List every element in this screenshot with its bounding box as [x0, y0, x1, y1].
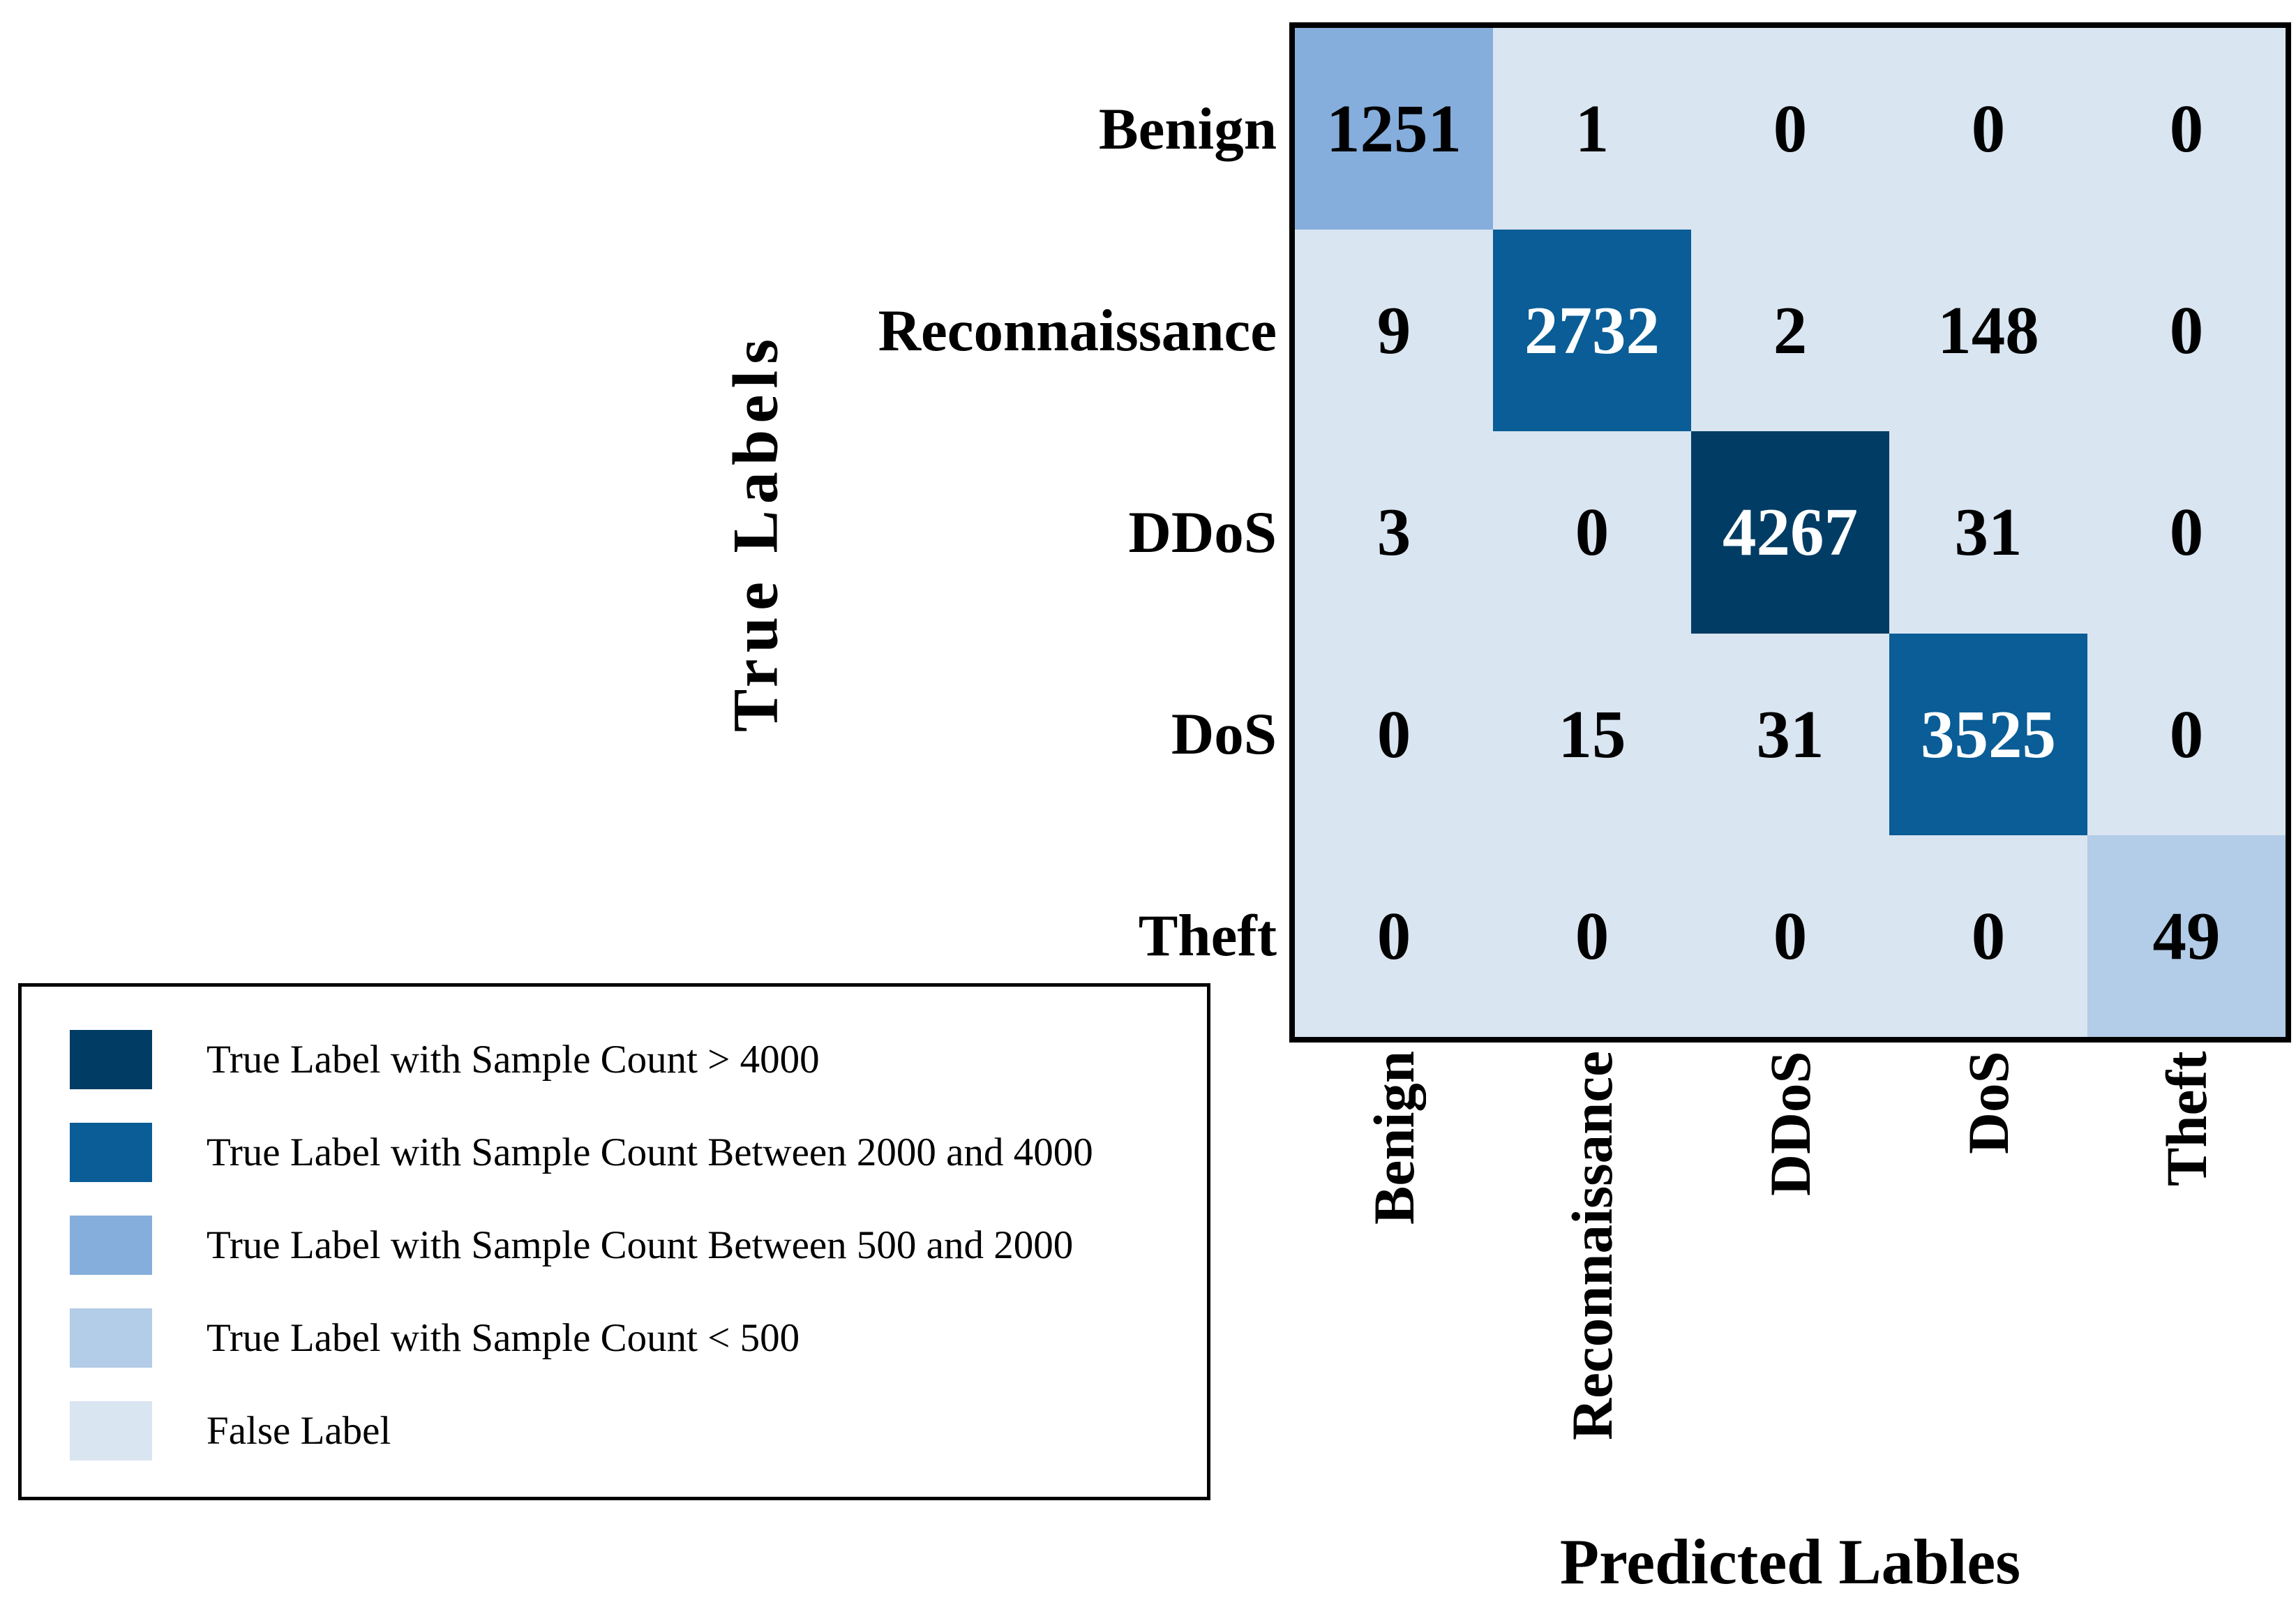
legend-item: True Label with Sample Count Between 200… — [70, 1123, 1207, 1182]
matrix-cell: 3 — [1376, 495, 1411, 570]
y-tick-labels: Benign Reconnaissance DDoS DoS Theft — [419, 28, 1277, 1037]
legend-item: True Label with Sample Count > 4000 — [70, 1030, 1207, 1089]
y-tick-label: DoS — [1171, 701, 1277, 768]
matrix-cell: 0 — [1971, 898, 2006, 973]
matrix-cell: 0 — [2169, 293, 2204, 368]
matrix-cell: 0 — [1575, 495, 1610, 570]
y-tick-label: Benign — [1098, 96, 1277, 162]
x-tick-label: Benign — [1362, 1051, 1426, 1225]
legend-item-label: True Label with Sample Count > 4000 — [207, 1038, 820, 1082]
legend-box: True Label with Sample Count > 4000 True … — [18, 983, 1210, 1500]
legend-item-label: True Label with Sample Count Between 500… — [207, 1223, 1074, 1267]
matrix-cell: 0 — [1773, 91, 1808, 167]
matrix-cell: 31 — [1756, 696, 1824, 772]
legend-item: True Label with Sample Count Between 500… — [70, 1216, 1207, 1275]
matrix-cell: 1 — [1575, 91, 1610, 167]
legend-color-swatch — [70, 1308, 152, 1368]
matrix-cell: 4267 — [1691, 431, 1889, 634]
matrix-cell: 0 — [2169, 495, 2204, 570]
matrix-cell: 0 — [2169, 91, 2204, 167]
y-tick-label: Reconnaissance — [878, 297, 1277, 364]
legend-color-swatch — [70, 1123, 152, 1182]
matrix-cell: 0 — [1376, 696, 1411, 772]
matrix-cell: 2 — [1773, 293, 1808, 368]
matrix-cell: 3525 — [1889, 633, 2087, 835]
matrix-cell: 2732 — [1493, 230, 1691, 432]
y-tick-label: DDoS — [1128, 499, 1277, 565]
matrix-cell: 0 — [1971, 91, 2006, 167]
x-tick-label: DDoS — [1758, 1051, 1822, 1196]
y-tick-label: Theft — [1138, 903, 1277, 969]
matrix-cell: 0 — [1575, 898, 1610, 973]
x-tick-label: Reconnaissance — [1560, 1051, 1624, 1440]
matrix-cell: 148 — [1937, 293, 2039, 368]
matrix-cell: 31 — [1954, 495, 2023, 570]
matrix-cell: 0 — [1376, 898, 1411, 973]
x-tick-label: Theft — [2154, 1051, 2219, 1186]
legend-item-label: True Label with Sample Count < 500 — [207, 1316, 800, 1360]
legend-color-swatch — [70, 1216, 152, 1275]
x-tick-label: DoS — [1956, 1051, 2020, 1154]
legend-color-swatch — [70, 1401, 152, 1460]
matrix-cell: 0 — [2169, 696, 2204, 772]
legend-item-label: False Label — [207, 1409, 391, 1453]
confusion-matrix-grid: 1251 1 0 0 0 9 2732 2 148 0 3 0 4267 31 0 0 15 31 3525 0 0 0 0… — [1289, 22, 2291, 1043]
y-axis-title: True Labels — [719, 332, 791, 733]
matrix-cell: 49 — [2087, 835, 2286, 1037]
legend-item-label: True Label with Sample Count Between 200… — [207, 1130, 1093, 1174]
legend-color-swatch — [70, 1030, 152, 1089]
legend-item: False Label — [70, 1401, 1207, 1460]
matrix-cell: 1251 — [1295, 28, 1493, 230]
matrix-cell: 15 — [1558, 696, 1626, 772]
x-axis-title: Predicted Lables — [1559, 1526, 2021, 1597]
legend-item: True Label with Sample Count < 500 — [70, 1308, 1207, 1368]
matrix-cell: 9 — [1376, 293, 1411, 368]
matrix-cell: 0 — [1773, 898, 1808, 973]
